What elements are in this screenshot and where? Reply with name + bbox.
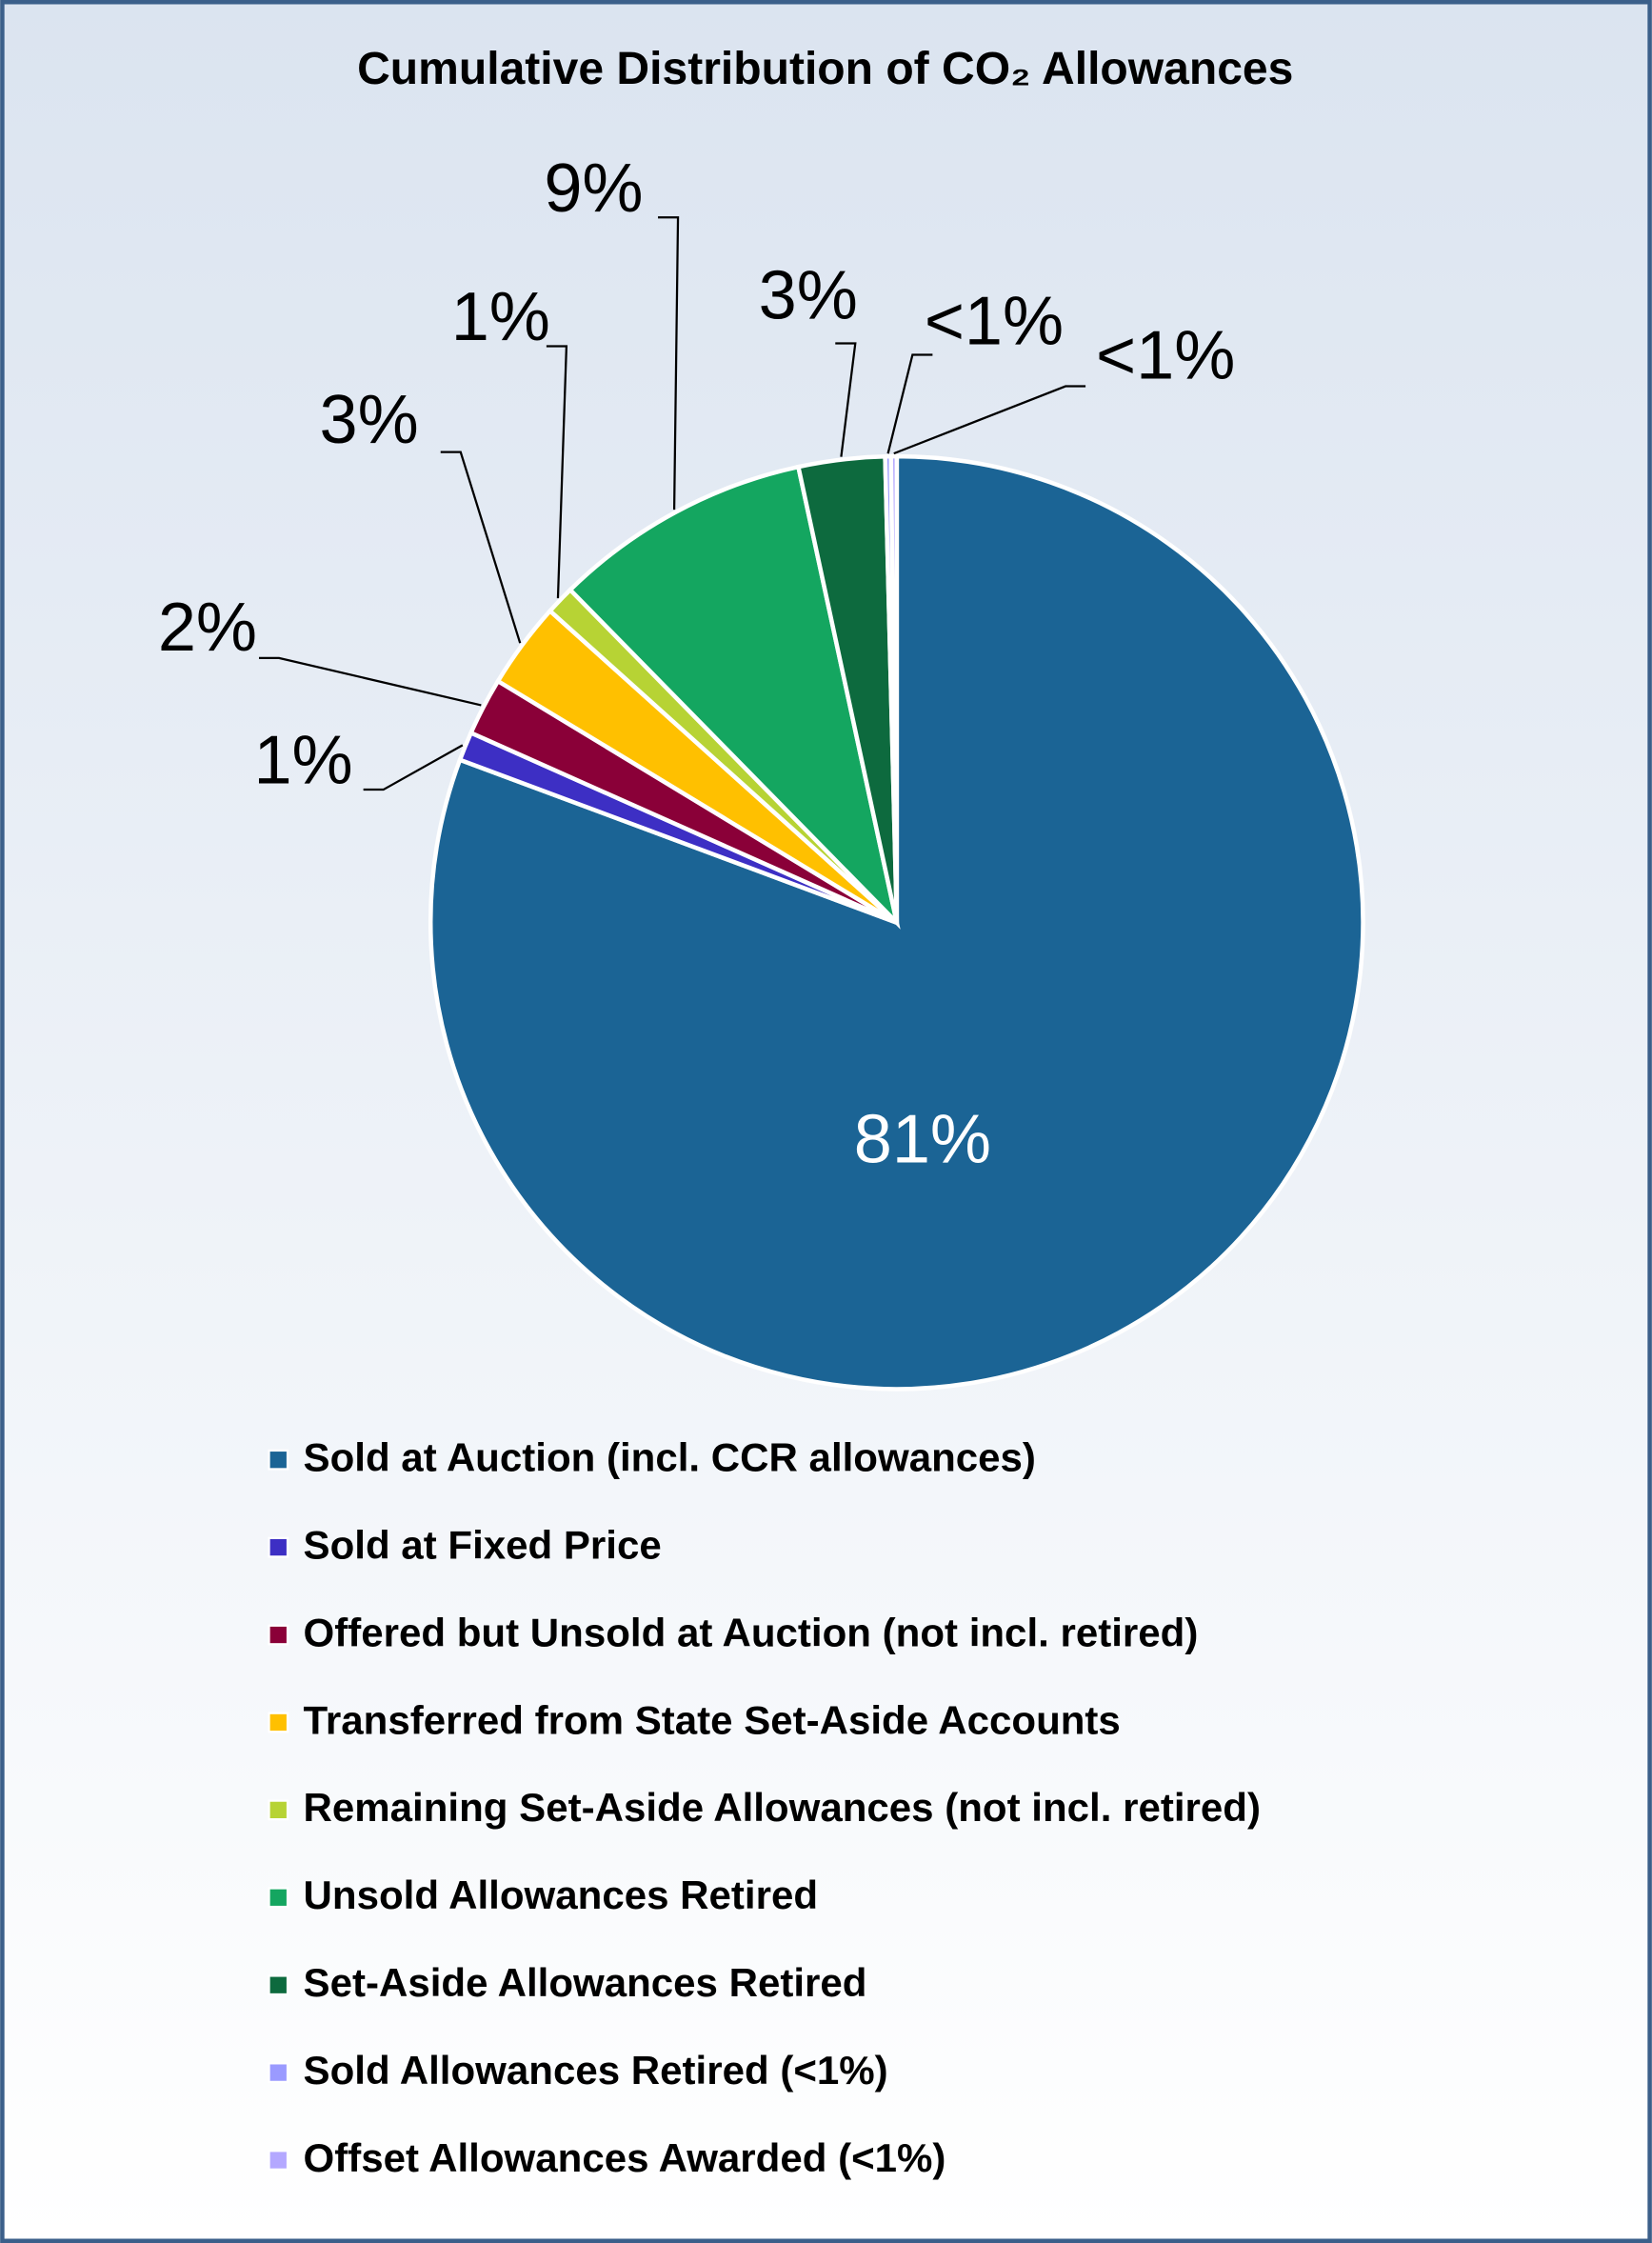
data-label: 2% xyxy=(158,590,257,666)
legend-marker xyxy=(268,1799,289,1821)
legend-label: Sold at Auction (incl. CCR allowances) xyxy=(304,1435,1036,1480)
legend-label: Sold at Fixed Price xyxy=(304,1522,662,1567)
data-label: 1% xyxy=(451,279,550,355)
pie-slice xyxy=(567,464,901,930)
leader-line xyxy=(835,342,857,457)
data-label: <1% xyxy=(925,283,1064,359)
leader-line xyxy=(658,216,680,511)
legend-marker xyxy=(268,1449,289,1471)
data-label: 3% xyxy=(320,382,419,458)
leader-line xyxy=(546,345,568,599)
data-label: 81% xyxy=(854,1102,991,1178)
legend-label: Offset Allowances Awarded (<1%) xyxy=(304,2135,946,2180)
legend-label: Transferred from State Set-Aside Account… xyxy=(304,1697,1121,1742)
legend-marker xyxy=(268,1887,289,1909)
data-label: <1% xyxy=(1096,318,1235,394)
leader-line xyxy=(886,353,933,454)
legend-marker xyxy=(268,1974,289,1996)
legend-marker xyxy=(268,1624,289,1646)
data-label: 9% xyxy=(544,150,643,227)
legend-label: Remaining Set-Aside Allowances (not incl… xyxy=(304,1785,1261,1830)
leader-line xyxy=(440,451,522,644)
data-label: 1% xyxy=(253,723,352,799)
legend-marker xyxy=(268,2062,289,2084)
pie-slice xyxy=(888,453,900,923)
legend-label: Offered but Unsold at Auction (not incl.… xyxy=(304,1610,1199,1654)
legend-marker xyxy=(268,1536,289,1558)
leader-line xyxy=(258,656,482,707)
legend-label: Set-Aside Allowances Retired xyxy=(304,1960,867,2005)
leader-line xyxy=(363,744,464,791)
chart-title: Cumulative Distribution of CO₂ Allowance… xyxy=(357,43,1293,94)
legend-marker xyxy=(268,1712,289,1733)
legend-label: Unsold Allowances Retired xyxy=(304,1873,819,1917)
leader-line xyxy=(893,385,1086,455)
data-label: 3% xyxy=(759,257,858,333)
legend-label: Sold Allowances Retired (<1%) xyxy=(304,2048,888,2093)
legend-marker xyxy=(268,2150,289,2171)
